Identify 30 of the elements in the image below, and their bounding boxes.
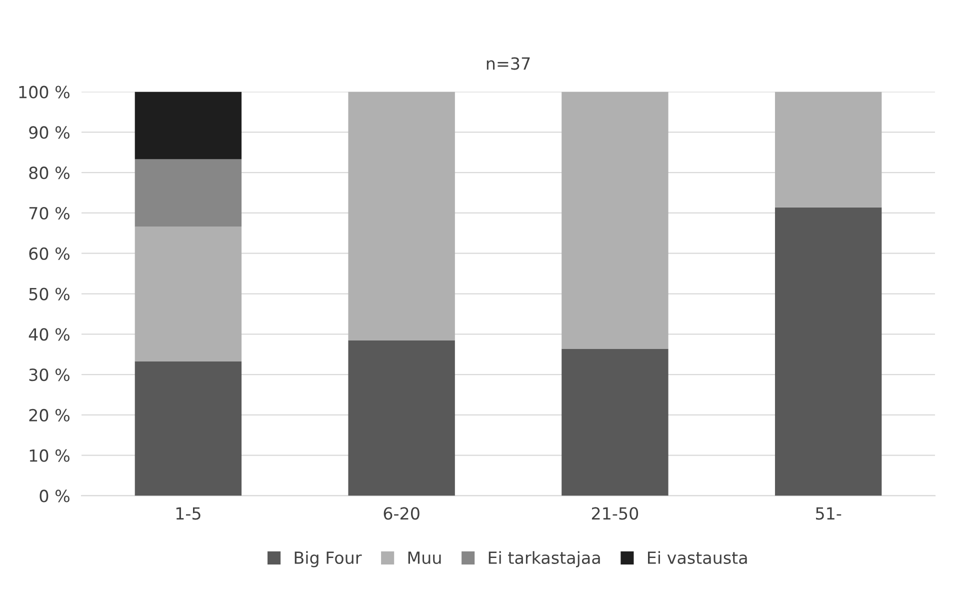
y-tick-label: 100 %: [19, 86, 70, 98]
bar: [562, 348, 668, 496]
legend-label: Big Four: [294, 551, 362, 568]
y-tick-label: 0 %: [40, 490, 70, 502]
y-tick-label: 20 %: [29, 408, 70, 422]
y-tick-label: 10 %: [30, 449, 70, 462]
x-tick-label: 21-50: [592, 507, 638, 520]
y-tick-label: 40 %: [28, 328, 70, 341]
y-tick-label: 30 %: [29, 368, 70, 382]
y-tick-label: 80 %: [29, 166, 70, 180]
chart-title: n=37: [486, 57, 530, 70]
legend-label: Muu: [408, 552, 441, 564]
bar: [774, 92, 882, 208]
legend-label: Ei vastausta: [648, 551, 747, 564]
bar: [134, 159, 242, 227]
x-tick-label: 6-20: [384, 507, 420, 520]
bar: [348, 92, 455, 340]
bar: [134, 92, 242, 160]
bar: [134, 361, 242, 496]
y-tick-label: 90 %: [29, 126, 70, 139]
bar: [562, 92, 668, 349]
x-tick-label: 51-: [816, 507, 842, 520]
y-tick-label: 60 %: [29, 247, 70, 260]
y-tick-label: 50 %: [29, 288, 70, 300]
bar: [348, 340, 455, 496]
y-tick-label: 70 %: [29, 206, 70, 220]
bar: [134, 226, 242, 362]
legend-label: Ei tarkastajaa: [488, 551, 600, 568]
bar: [774, 207, 882, 496]
x-tick-label: 1-5: [176, 507, 200, 520]
